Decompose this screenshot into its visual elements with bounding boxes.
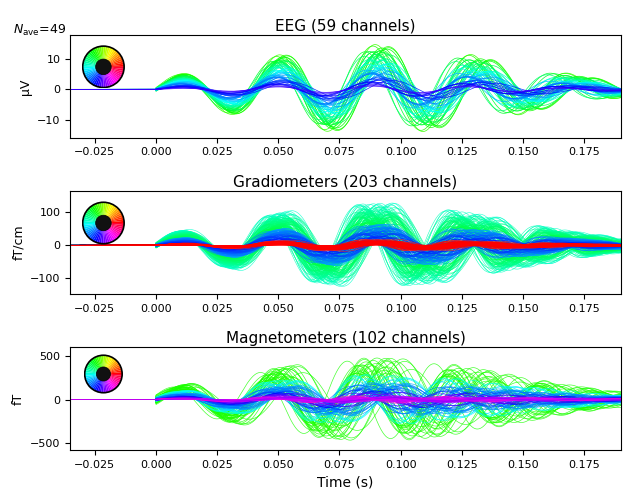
X-axis label: Time (s): Time (s) — [317, 476, 374, 490]
Title: EEG (59 channels): EEG (59 channels) — [275, 19, 416, 34]
Y-axis label: fT: fT — [12, 392, 25, 405]
Y-axis label: μV: μV — [19, 78, 32, 94]
Title: Magnetometers (102 channels): Magnetometers (102 channels) — [226, 331, 465, 346]
Text: $N_{\rm ave}$=49: $N_{\rm ave}$=49 — [13, 22, 66, 38]
Title: Gradiometers (203 channels): Gradiometers (203 channels) — [234, 175, 458, 190]
Y-axis label: fT/cm: fT/cm — [12, 224, 25, 260]
